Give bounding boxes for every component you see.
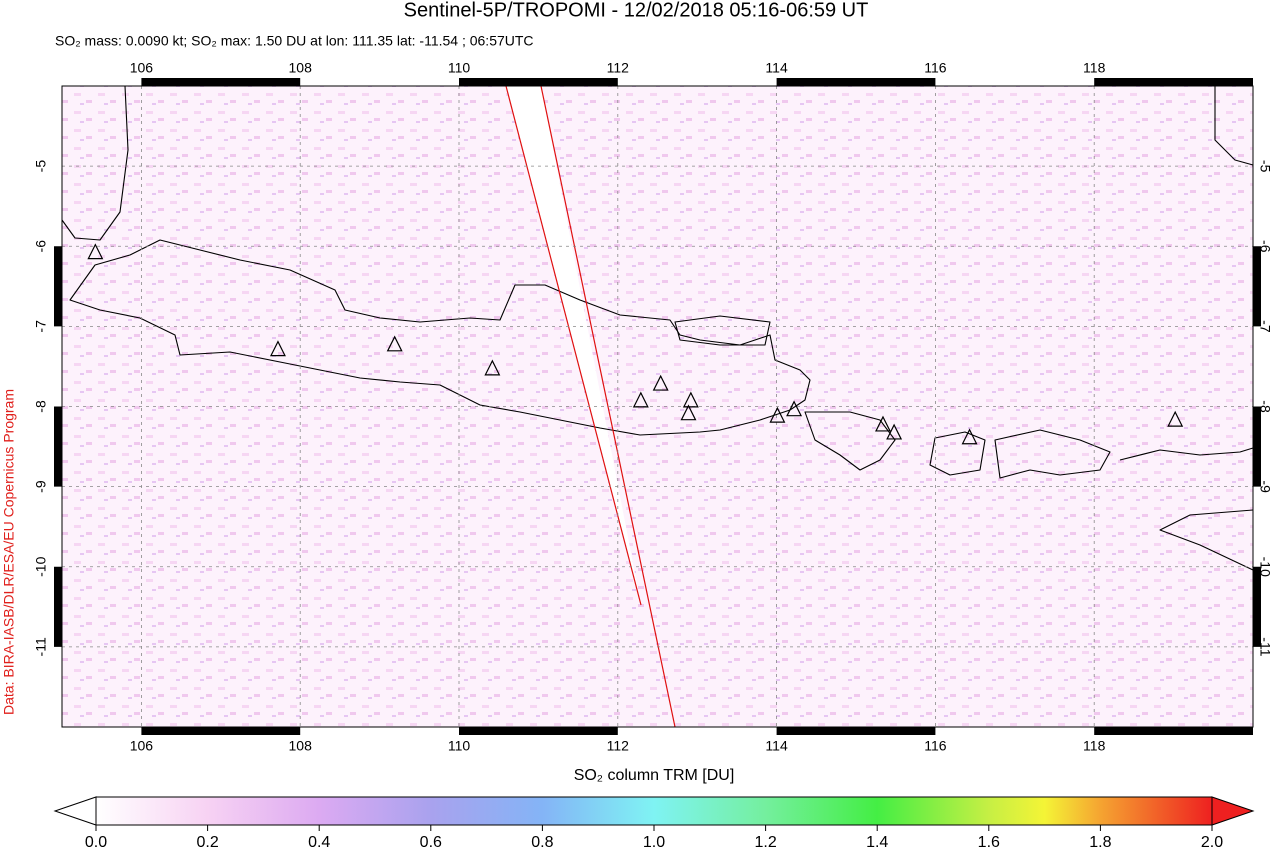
lombok-coast [929, 431, 986, 476]
sumbawa-coast [994, 429, 1111, 479]
x-tick-label: 116 [924, 60, 947, 76]
x-tick-label: 108 [289, 738, 313, 754]
y-tick-label: -5 [1257, 160, 1272, 173]
colorbar-gradient [95, 796, 1213, 826]
y-tick-label: -8 [1257, 400, 1272, 413]
borneo-coast [1214, 86, 1254, 166]
y-tick-label: -5 [33, 160, 49, 173]
colorbar-tick-label: 0.8 [531, 834, 553, 851]
volcano-marker [87, 243, 104, 260]
y-tick-label: -6 [1257, 240, 1272, 253]
frame-bar [141, 727, 301, 735]
y-tick-label: -11 [33, 637, 49, 656]
java-coast [69, 239, 811, 436]
x-tick-label: 112 [607, 60, 630, 76]
frame-bar [54, 246, 62, 327]
frame-bar [1094, 78, 1253, 86]
x-tick-label: 106 [130, 738, 154, 754]
y-tick-label: -9 [33, 480, 49, 493]
title: Sentinel-5P/TROPOMI - 12/02/2018 05:16-0… [404, 0, 869, 21]
colorbar-tick-label: 1.4 [866, 834, 888, 851]
frame-bar [1253, 406, 1261, 487]
colorbar-tick-label: 1.8 [1089, 834, 1111, 851]
colorbar-under [53, 796, 97, 826]
sumba-coast [1159, 509, 1254, 571]
y-tick-label: -6 [33, 240, 49, 253]
y-tick-label: -11 [1257, 637, 1272, 656]
volcano-marker [680, 404, 697, 421]
volcano-marker [875, 415, 891, 432]
map-area [61, 85, 1254, 728]
y-tick-label: -10 [33, 556, 49, 576]
x-tick-label: 118 [1083, 60, 1106, 76]
frame-bar [459, 78, 618, 86]
colorbar-tick-label: 1.2 [754, 834, 776, 851]
volcano-marker [769, 406, 786, 423]
volcano-marker [1167, 410, 1184, 427]
volcano-marker [386, 335, 403, 352]
x-tick-label: 108 [289, 60, 313, 76]
madura-coast [674, 315, 771, 346]
colorbar-tick-label: 1.0 [643, 834, 665, 851]
swath-edge [505, 85, 642, 606]
volcano-marker [652, 374, 669, 391]
frame-bar [54, 566, 62, 647]
flores-coast [1119, 447, 1254, 461]
frame-bar [141, 78, 301, 86]
x-tick-label: 110 [448, 60, 471, 76]
x-tick-label: 112 [607, 738, 630, 754]
colorbar [53, 796, 1255, 826]
colorbar-over [1211, 796, 1255, 826]
frame-bar [1094, 727, 1253, 735]
y-tick-label: -10 [1257, 557, 1272, 577]
frame-bar [776, 727, 936, 735]
x-tick-label: 114 [765, 738, 788, 754]
frame-bar [54, 406, 62, 487]
x-tick-label: 110 [448, 738, 471, 754]
volcano-marker [961, 428, 978, 445]
volcano-marker [632, 391, 649, 408]
y-tick-label: -7 [1257, 320, 1272, 333]
volcano-marker [886, 423, 903, 440]
x-tick-label: 106 [130, 60, 154, 76]
colorbar-label: SO₂ column TRM [DU] [574, 767, 735, 784]
x-tick-label: 116 [924, 738, 947, 754]
colorbar-tick-label: 0.6 [420, 834, 442, 851]
colorbar-tick-label: 1.6 [978, 834, 1000, 851]
colorbar-tick-label: 2.0 [1201, 834, 1223, 851]
y-tick-label: -7 [33, 320, 49, 333]
y-tick-label: -8 [33, 400, 49, 413]
volcano-marker [786, 400, 803, 417]
sumatra-coast [61, 85, 129, 241]
frame-bar [776, 78, 936, 86]
colorbar-tick-label: 0.0 [85, 834, 107, 851]
credit: Data: BIRA-IASB/DLR/ESA/EU Copernicus Pr… [1, 389, 17, 715]
subtitle: SO₂ mass: 0.0090 kt; SO₂ max: 1.50 DU at… [55, 33, 534, 49]
frame-bar [1253, 566, 1261, 647]
x-tick-label: 114 [765, 60, 788, 76]
coastlines [61, 85, 1254, 571]
frame-bar [459, 727, 618, 735]
volcano-marker [682, 391, 699, 408]
x-tick-label: 118 [1083, 738, 1106, 754]
volcano-marker [484, 359, 501, 376]
volcano-marker [269, 340, 286, 357]
bali-coast [804, 411, 896, 471]
y-tick-label: -9 [1257, 480, 1272, 493]
colorbar-tick-label: 0.2 [196, 834, 218, 851]
frame-bar [1253, 246, 1261, 327]
colorbar-tick-label: 0.4 [308, 834, 330, 851]
